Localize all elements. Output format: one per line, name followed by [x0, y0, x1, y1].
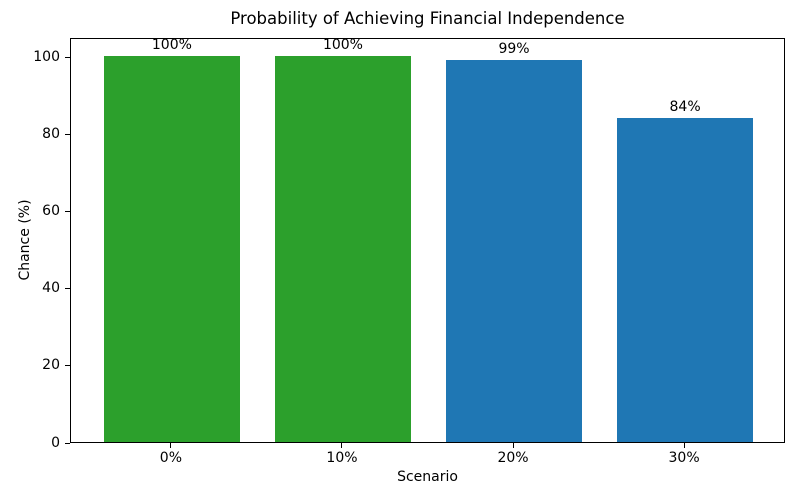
y-tick-label: 60 — [42, 203, 60, 220]
bar-scenario-0% — [103, 56, 241, 442]
x-tick-label: 20% — [497, 450, 529, 466]
y-tick-mark — [65, 442, 70, 444]
bar-scenario-10% — [274, 56, 412, 442]
y-tick-label: 0 — [51, 434, 60, 451]
x-axis-label: Scenario — [397, 469, 458, 485]
x-tick-mark — [683, 443, 685, 448]
y-tick-label: 80 — [42, 125, 60, 142]
y-tick-mark — [65, 211, 70, 213]
x-tick-mark — [341, 443, 343, 448]
x-tick-label: 0% — [159, 450, 183, 466]
bar-value-label: 100% — [151, 37, 192, 54]
bar-value-label: 100% — [322, 37, 363, 54]
y-tick-mark — [65, 288, 70, 290]
chart-title: Probability of Achieving Financial Indep… — [230, 9, 625, 28]
bar-scenario-30% — [616, 118, 754, 442]
y-tick-label: 20 — [42, 357, 60, 374]
x-tick-mark — [512, 443, 514, 448]
bar-value-label: 99% — [498, 41, 530, 58]
y-tick-mark — [65, 56, 70, 58]
bar-scenario-20% — [445, 60, 583, 442]
y-tick-mark — [65, 133, 70, 135]
x-tick-label: 30% — [668, 450, 700, 466]
plot-area: 100% 100% 99% 84% — [70, 37, 785, 443]
y-tick-label: 40 — [42, 280, 60, 297]
y-tick-mark — [65, 365, 70, 367]
bar-value-label: 84% — [669, 99, 701, 115]
x-tick-label: 10% — [326, 450, 358, 466]
y-tick-label: 100 — [33, 48, 60, 65]
x-tick-mark — [170, 443, 172, 448]
